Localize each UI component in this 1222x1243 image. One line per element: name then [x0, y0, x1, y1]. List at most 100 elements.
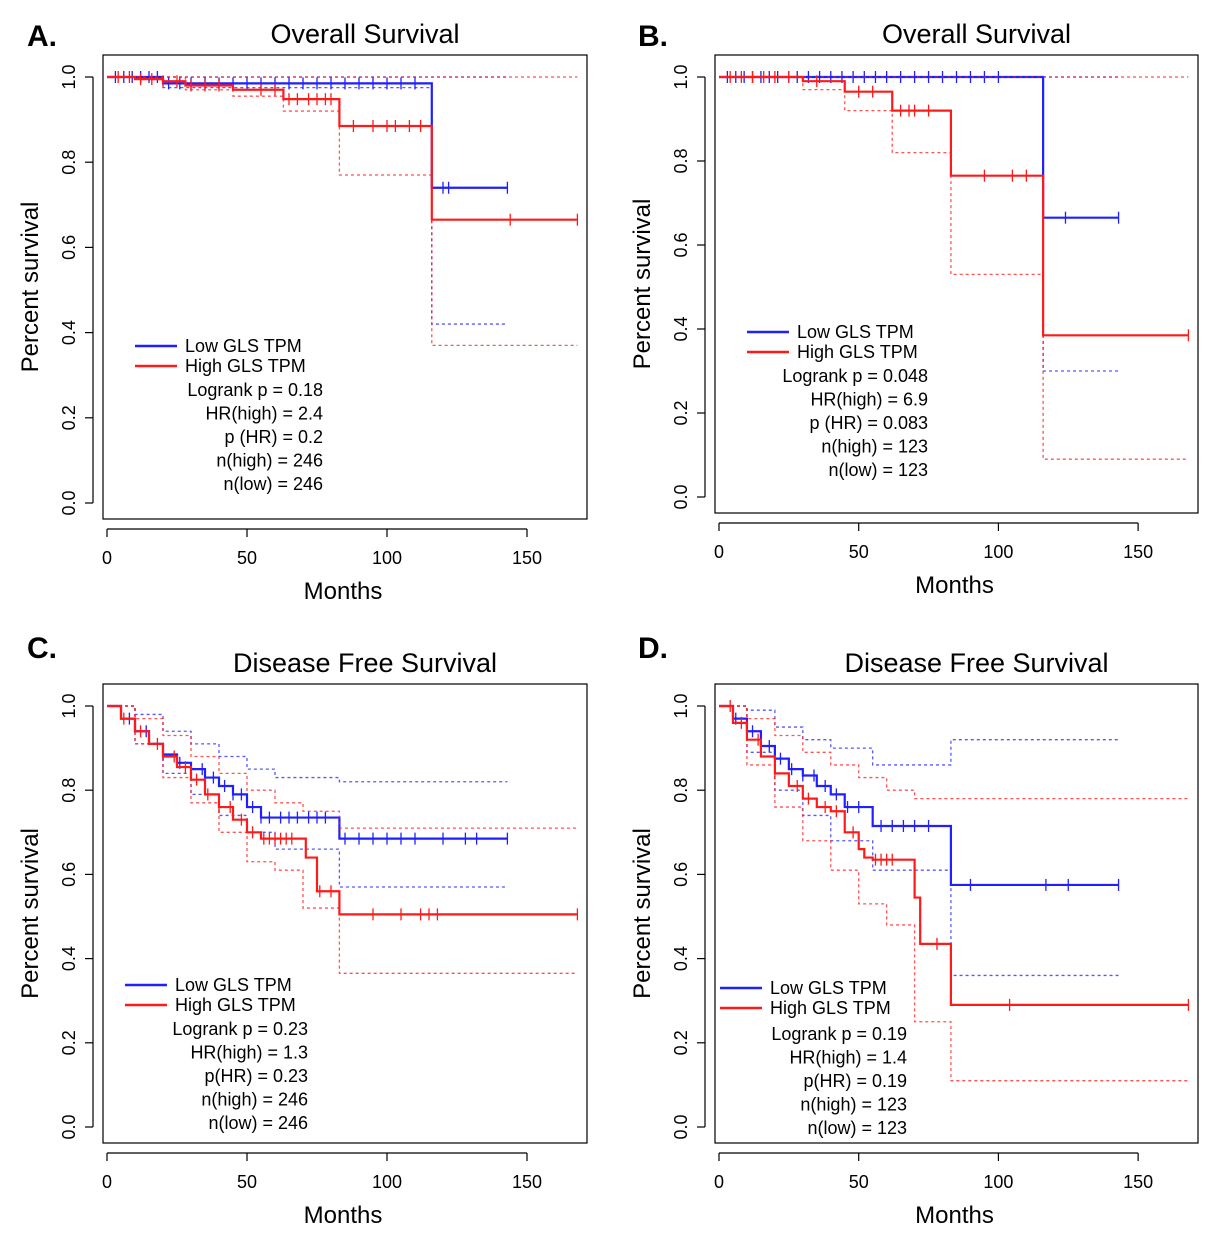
x-tick-label: 100 [372, 1172, 402, 1192]
survival-curve [107, 704, 508, 840]
stat-line: n(low) = 246 [223, 474, 323, 494]
panel-c: C. Disease Free Survival 0 50 100 150 Months 0.… [17, 632, 588, 1229]
stats-block: Logrank p = 0.19 HR(high) = 1.4 p(HR) = 0.… [771, 1024, 907, 1138]
ci-upper-line [719, 705, 1119, 766]
panel-letter: B. [638, 20, 668, 53]
y-axis-label: Percent survival [17, 202, 44, 373]
x-tick-label: 150 [1123, 542, 1153, 562]
x-axis: 0 50 100 150 [102, 1152, 542, 1192]
x-tick-label: 0 [102, 548, 112, 568]
ci-lower-line [719, 705, 1189, 1082]
stat-line: p (HR) = 0.083 [809, 413, 928, 433]
legend-label: High GLS TPM [797, 342, 918, 362]
stat-line: p(HR) = 0.23 [204, 1066, 308, 1086]
ci-lower-line [719, 76, 1119, 372]
chart-title: Disease Free Survival [233, 648, 497, 678]
legend-label: High GLS TPM [175, 995, 296, 1015]
y-axis-label: Percent survival [17, 828, 44, 999]
x-tick-label: 0 [102, 1172, 112, 1192]
stats-block: Logrank p = 0.23 HR(high) = 1.3 p(HR) = 0.… [172, 1019, 308, 1133]
ci-upper-line [107, 705, 508, 783]
stat-line: HR(high) = 2.4 [205, 404, 323, 424]
y-tick-label: 1.0 [59, 693, 79, 718]
x-tick-label: 150 [512, 1172, 542, 1192]
y-axis: 0.0 0.2 0.4 0.6 0.8 1.0 [671, 64, 706, 510]
y-tick-label: 0.8 [59, 778, 79, 803]
stat-line: p(HR) = 0.19 [803, 1071, 907, 1091]
plot-frame [714, 683, 1199, 1144]
stat-line: HR(high) = 1.3 [190, 1043, 308, 1063]
legend-label: Low GLS TPM [175, 975, 292, 995]
chart-title: Overall Survival [270, 19, 459, 49]
x-tick-label: 150 [512, 548, 542, 568]
panel-d: D. Disease Free Survival 0 50 100 150 Months 0.… [629, 632, 1199, 1229]
ci-lower-line [719, 705, 1119, 977]
chart-title: Disease Free Survival [844, 648, 1108, 678]
survival-curve [719, 75, 1119, 219]
ci-lower-line [107, 705, 508, 888]
y-axis-label: Percent survival [629, 828, 656, 999]
plot-frame [102, 683, 588, 1144]
y-tick-label: 0.8 [59, 150, 79, 175]
legend-label: Low GLS TPM [797, 322, 914, 342]
x-tick-label: 0 [714, 1172, 724, 1192]
survival-curve [107, 704, 578, 916]
stat-line: HR(high) = 1.4 [789, 1048, 907, 1068]
x-tick-label: 50 [849, 1172, 869, 1192]
stat-line: n(high) = 123 [800, 1095, 907, 1115]
y-tick-label: 1.0 [671, 693, 691, 718]
stat-line: Logrank p = 0.048 [782, 366, 928, 386]
survival-curve [719, 704, 1189, 1007]
y-axis: 0.0 0.2 0.4 0.6 0.8 1.0 [59, 64, 94, 516]
panel-letter: D. [638, 632, 668, 665]
y-tick-label: 1.0 [59, 64, 79, 89]
legend-label: High GLS TPM [770, 998, 891, 1018]
y-tick-label: 0.6 [59, 862, 79, 887]
legend-label: Low GLS TPM [185, 336, 302, 356]
x-axis: 0 50 100 150 [714, 522, 1153, 562]
plot-frame [714, 54, 1199, 514]
survival-curve [719, 75, 1189, 337]
y-tick-label: 0.2 [671, 400, 691, 425]
survival-curve [719, 704, 1119, 887]
x-axis: 0 50 100 150 [102, 528, 542, 568]
stat-line: n(low) = 123 [807, 1118, 907, 1138]
stat-line: Logrank p = 0.23 [172, 1019, 308, 1039]
x-axis-label: Months [304, 1202, 383, 1229]
y-tick-label: 0.2 [671, 1030, 691, 1055]
y-tick-label: 0.2 [59, 1030, 79, 1055]
y-tick-label: 1.0 [671, 64, 691, 89]
x-axis-label: Months [304, 578, 383, 605]
series-high [107, 704, 579, 974]
x-tick-label: 50 [849, 542, 869, 562]
stat-line: Logrank p = 0.18 [187, 380, 323, 400]
y-tick-label: 0.4 [671, 946, 691, 971]
y-tick-label: 0.6 [671, 232, 691, 257]
y-axis: 0.0 0.2 0.4 0.6 0.8 1.0 [59, 693, 94, 1140]
survival-curve [107, 75, 578, 221]
y-tick-label: 0.4 [59, 320, 79, 345]
legend-label: High GLS TPM [185, 356, 306, 376]
ci-upper-line [719, 705, 1189, 800]
ci-lower-line [107, 76, 508, 325]
x-axis-label: Months [915, 572, 994, 599]
series-high [719, 700, 1190, 1082]
y-tick-label: 0.6 [59, 235, 79, 260]
x-tick-label: 0 [714, 542, 724, 562]
x-tick-label: 100 [983, 1172, 1013, 1192]
plot-frame [102, 54, 588, 520]
stat-line: n(low) = 246 [208, 1113, 308, 1133]
ci-lower-line [719, 76, 1189, 460]
stat-line: n(high) = 246 [201, 1090, 308, 1110]
y-axis: 0.0 0.2 0.4 0.6 0.8 1.0 [671, 693, 706, 1140]
y-tick-label: 0.0 [59, 490, 79, 515]
series-low [719, 71, 1120, 372]
y-tick-label: 0.0 [671, 484, 691, 509]
stat-line: HR(high) = 6.9 [810, 390, 928, 410]
